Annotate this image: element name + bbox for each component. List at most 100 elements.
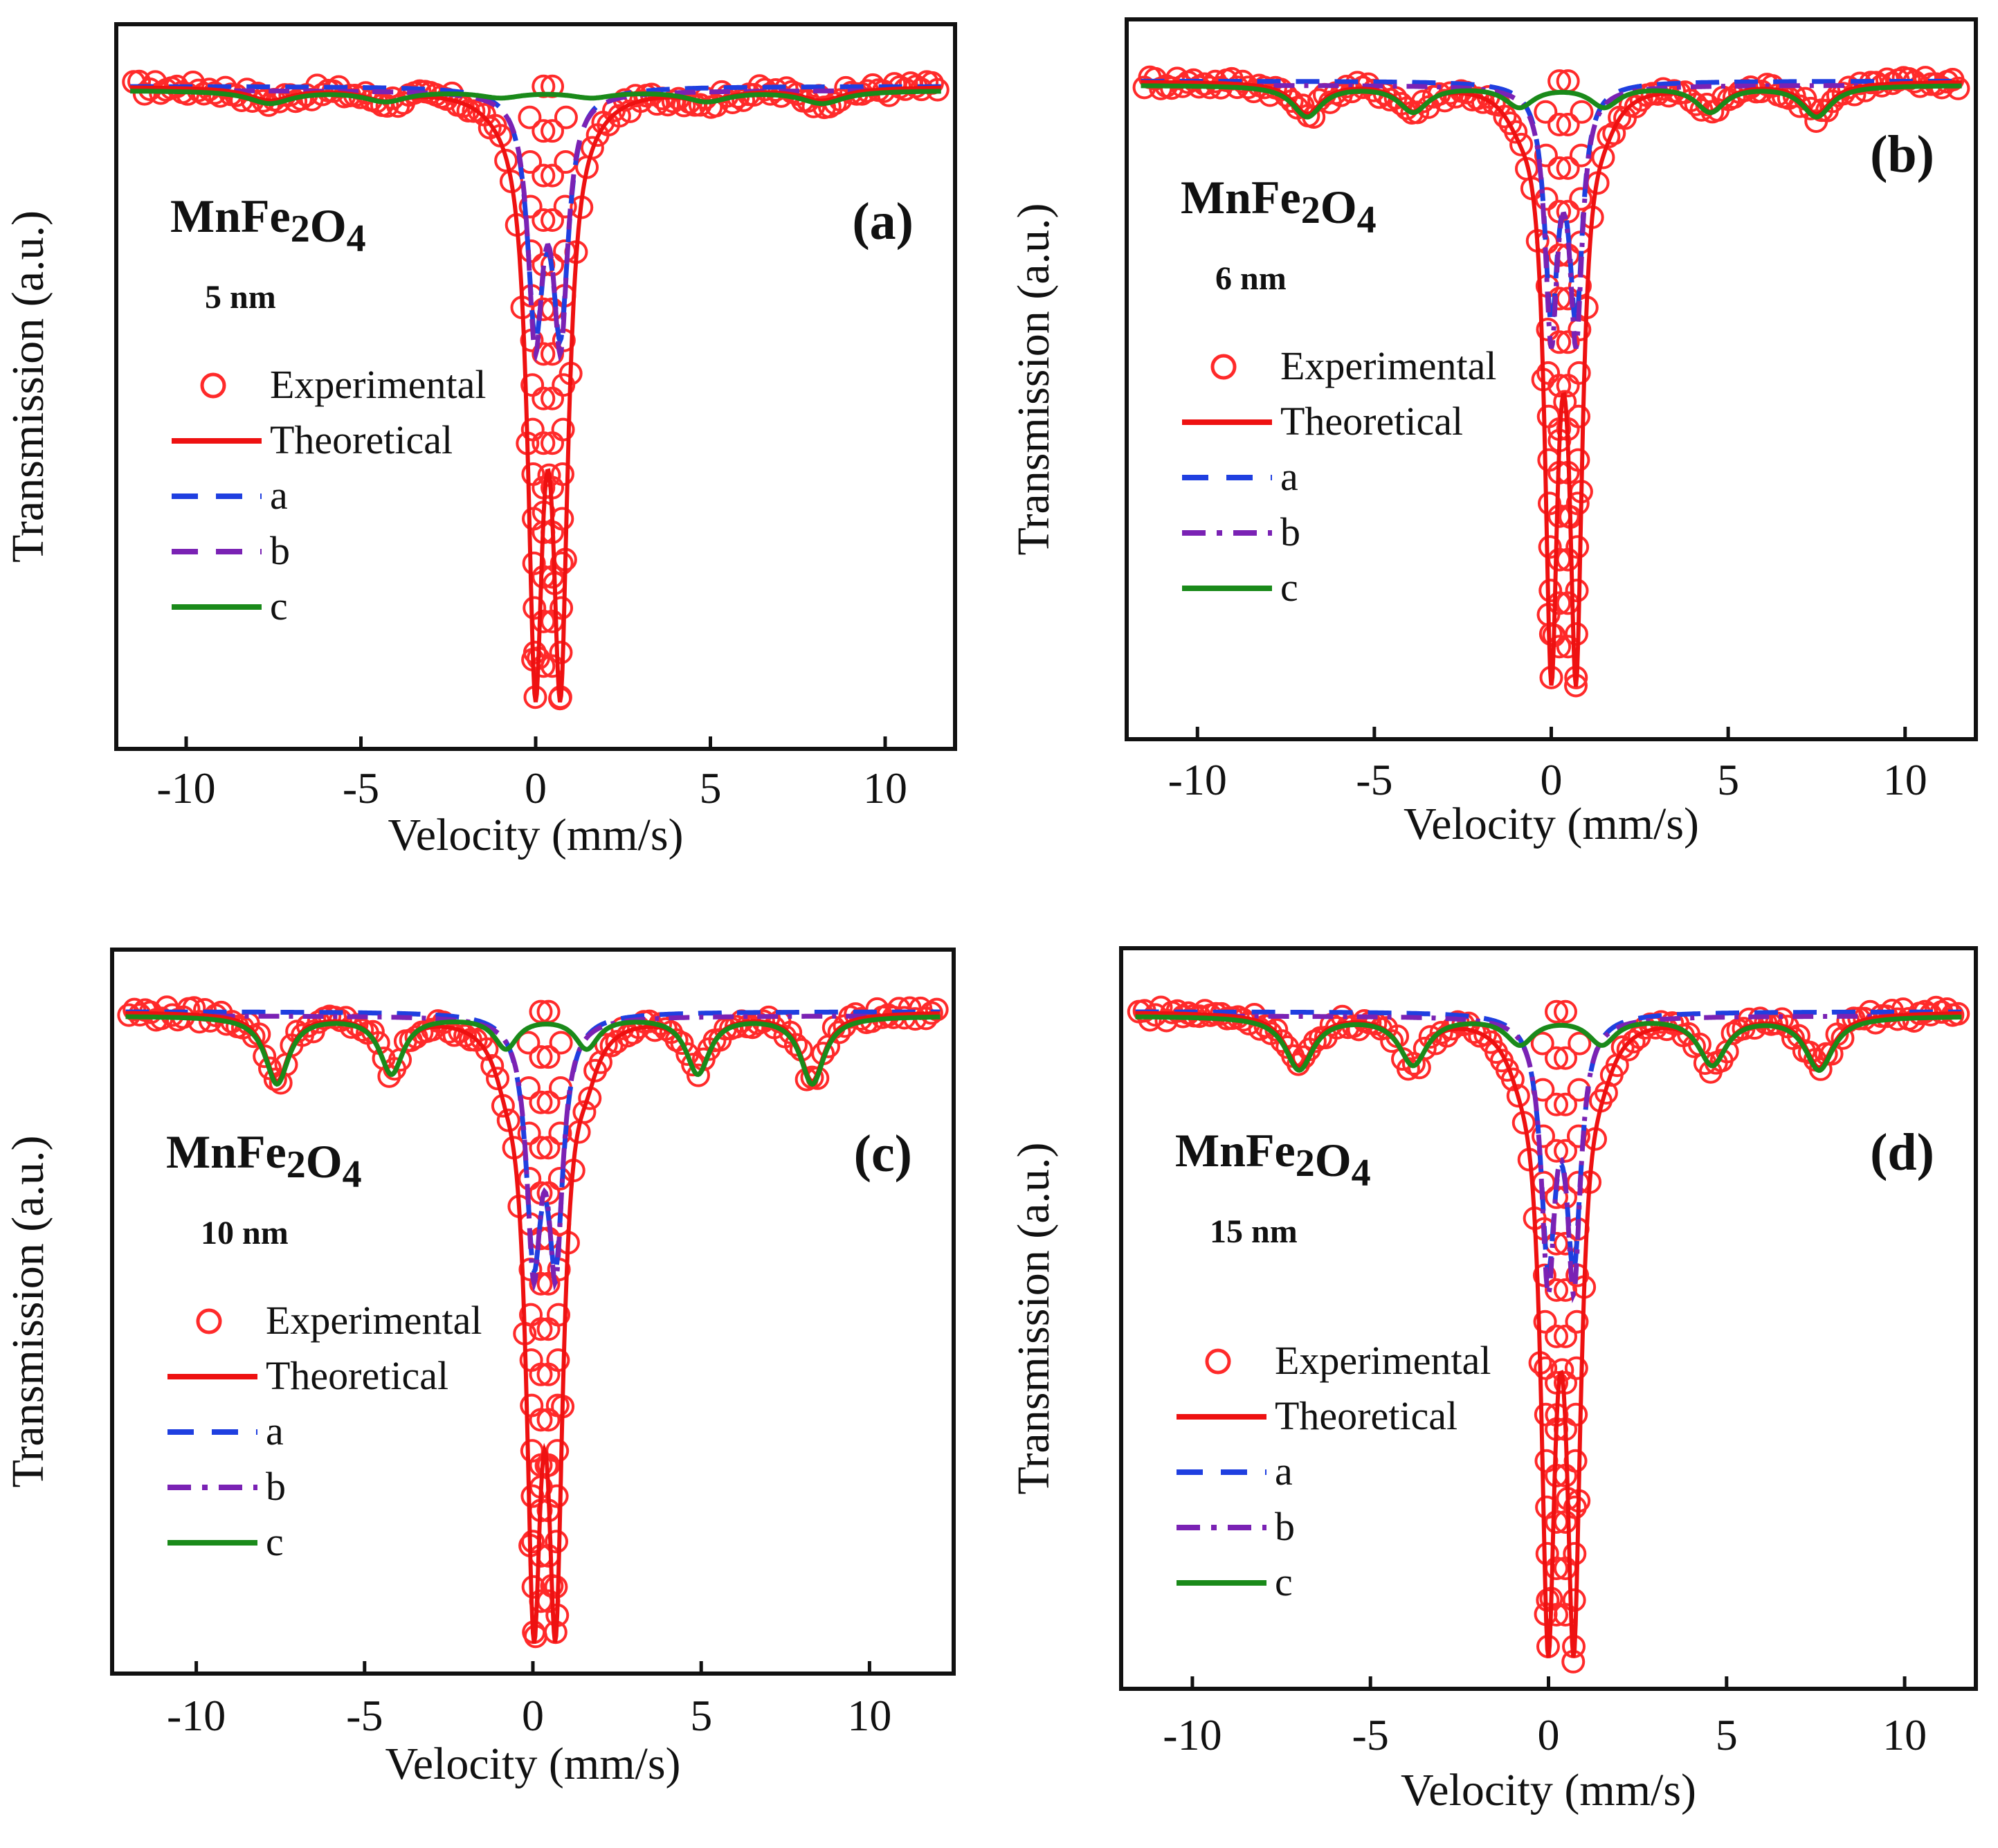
experimental-point <box>1506 1084 1530 1108</box>
legend-label: a <box>1275 1449 1293 1494</box>
experimental-point <box>549 1031 573 1055</box>
plot-frame <box>114 22 957 751</box>
panel-label: (d) <box>1870 1123 1934 1181</box>
sample-label: MnFe2O4 <box>1175 1124 1371 1195</box>
experimental-point <box>536 1408 561 1432</box>
legend-label: b <box>1275 1504 1295 1549</box>
experimental-point <box>1569 187 1593 211</box>
experimental-point <box>1302 1029 1327 1053</box>
experimental-point <box>532 208 556 233</box>
legend-item-c: c <box>167 1519 284 1564</box>
experimental-point <box>1534 100 1558 124</box>
legend-item-b: b <box>167 1464 286 1509</box>
experimental-point <box>827 1020 851 1044</box>
legend-item-b: b <box>172 528 290 573</box>
experimental-point <box>475 1037 499 1061</box>
experimental-point <box>253 1044 277 1069</box>
experimental-point <box>1547 156 1572 180</box>
experimental-point <box>480 1053 505 1078</box>
x-tick-label: 5 <box>1716 1710 1738 1759</box>
size-label: 6 nm <box>1215 260 1287 297</box>
experimental-point <box>453 1024 478 1048</box>
experimental-point <box>1287 1052 1311 1076</box>
experimental-point <box>1799 96 1823 120</box>
experimental-point <box>686 1063 710 1087</box>
legend-label: Experimental <box>270 362 486 407</box>
legend: Experimental Theoretical abc <box>1182 343 1496 610</box>
experimental-point <box>532 431 556 455</box>
legend-label: a <box>270 473 288 518</box>
legend: Experimental Theoretical abc <box>172 362 486 628</box>
legend-item-theo: Theoretical <box>172 417 453 462</box>
experimental-point <box>550 462 574 487</box>
experimental-point <box>1553 1092 1577 1116</box>
sample-label: MnFe2O4 <box>1181 171 1377 242</box>
experimental-point <box>536 1317 561 1341</box>
series-b-line <box>1141 82 1962 350</box>
legend-item-b: b <box>1177 1504 1295 1549</box>
experimental-point <box>1530 1031 1554 1056</box>
experimental-point <box>532 163 556 188</box>
x-tick-label: 0 <box>522 1691 544 1740</box>
experimental-point <box>1553 1139 1577 1163</box>
x-tick-label: -5 <box>343 763 379 813</box>
experimental-point <box>1556 330 1580 354</box>
legend-item-b: b <box>1182 509 1300 554</box>
experimental-point <box>529 1362 553 1386</box>
experimental-point <box>554 105 578 129</box>
experimental-point <box>1545 1278 1569 1302</box>
experimental-point <box>580 136 604 160</box>
experimental-point <box>1545 999 1569 1024</box>
experimental-point <box>1553 999 1577 1024</box>
legend-label: a <box>1280 454 1298 499</box>
experimental-point <box>521 1530 545 1554</box>
y-axis-label: Transmission (a.u.) <box>3 1135 53 1487</box>
series-experimental <box>1132 65 1970 698</box>
experimental-point <box>670 1031 694 1056</box>
experimental-point <box>536 1271 561 1296</box>
experimental-point <box>1556 156 1580 180</box>
legend-item-a: a <box>1182 454 1298 499</box>
experimental-point <box>536 1045 561 1069</box>
experimental-point <box>529 1045 553 1069</box>
sample-label: MnFe2O4 <box>170 190 366 260</box>
series-a-line <box>130 84 941 348</box>
legend-label: c <box>270 583 288 628</box>
legend-item-theo: Theoretical <box>167 1353 448 1398</box>
legend-item-exp: Experimental <box>200 362 486 407</box>
series-experimental <box>117 995 949 1649</box>
legend-label: Theoretical <box>1275 1393 1457 1438</box>
series-a-line <box>1135 1009 1962 1281</box>
legend: Experimental Theoretical abc <box>1177 1338 1491 1604</box>
experimental-point <box>1532 1124 1556 1148</box>
experimental-point <box>1788 94 1812 118</box>
experimental-point <box>1547 374 1572 398</box>
x-tick-label: 10 <box>863 763 907 813</box>
experimental-point <box>1545 1139 1569 1163</box>
panel-d: -10 -5 0 5 10 Velocity (mm/s) Transmission (a.… <box>1008 946 1978 1815</box>
experimental-point <box>1565 1310 1589 1334</box>
x-axis-label: Velocity (mm/s) <box>388 810 683 860</box>
size-label: 10 nm <box>201 1215 289 1251</box>
x-tick-label: -5 <box>1356 755 1392 804</box>
experimental-point <box>541 163 565 188</box>
x-tick-label: 10 <box>1883 755 1927 804</box>
experimental-point <box>1786 1024 1810 1048</box>
x-tick-label: 0 <box>1541 755 1563 804</box>
experimental-point <box>532 119 556 143</box>
experimental-point <box>442 1023 466 1047</box>
legend-item-c: c <box>1182 565 1298 610</box>
experimental-point <box>1534 187 1559 211</box>
x-tick-label: 0 <box>1538 1710 1560 1759</box>
x-axis-label: Velocity (mm/s) <box>385 1739 680 1789</box>
panel-a: -10 -5 0 5 10 Velocity (mm/s) Transmission (a.… <box>3 22 957 860</box>
experimental-point <box>532 342 556 366</box>
experimental-point <box>516 1031 541 1055</box>
experimental-point <box>1504 120 1528 144</box>
experimental-point <box>1547 113 1572 136</box>
series-a-line <box>125 1009 941 1279</box>
experimental-point <box>188 1010 212 1034</box>
series-experimental <box>122 69 950 711</box>
legend-item-theo: Theoretical <box>1182 399 1463 444</box>
plot-frame <box>1119 946 1978 1691</box>
